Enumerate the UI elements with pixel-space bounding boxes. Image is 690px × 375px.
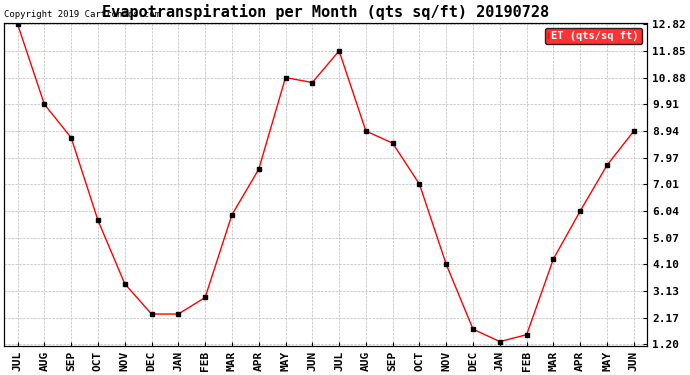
Legend: ET (qts/sq ft): ET (qts/sq ft) (545, 28, 642, 44)
Title: Evapotranspiration per Month (qts sq/ft) 20190728: Evapotranspiration per Month (qts sq/ft)… (102, 4, 549, 20)
Text: Copyright 2019 Cartronics.com: Copyright 2019 Cartronics.com (4, 10, 160, 20)
